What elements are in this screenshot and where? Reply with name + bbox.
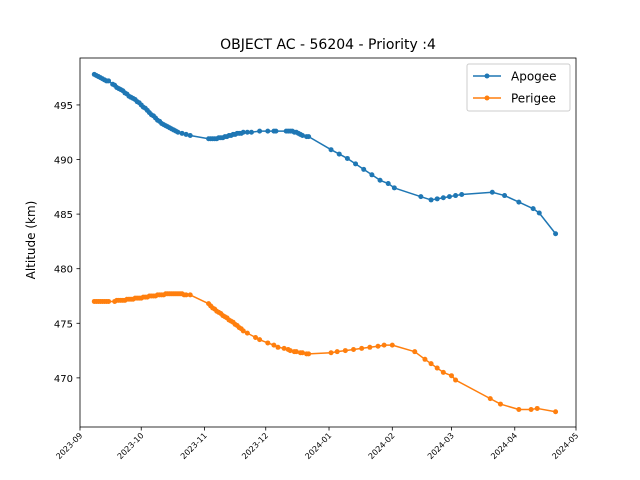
perigee-point xyxy=(257,337,263,343)
perigee-point xyxy=(187,292,193,298)
perigee-point xyxy=(516,407,522,413)
apogee-point xyxy=(273,128,279,134)
apogee-point xyxy=(459,191,465,197)
apogee-point xyxy=(553,231,559,237)
apogee-point xyxy=(453,193,459,199)
perigee-point xyxy=(244,330,250,336)
apogee-point xyxy=(306,134,312,140)
apogee-point xyxy=(328,147,334,153)
apogee-point xyxy=(446,194,452,200)
perigee-point xyxy=(389,342,395,348)
y-tick-label: 475 xyxy=(54,319,73,330)
apogee-point xyxy=(336,151,342,157)
apogee-point xyxy=(175,129,181,135)
perigee-point xyxy=(275,344,281,350)
perigee-point xyxy=(253,334,259,340)
perigee-point xyxy=(528,407,534,413)
legend-apogee-marker xyxy=(484,73,490,79)
legend: Apogee Perigee xyxy=(466,63,571,112)
perigee-point xyxy=(412,349,418,355)
apogee-point xyxy=(530,206,536,212)
perigee-point xyxy=(306,351,312,357)
perigee-point xyxy=(422,356,428,362)
perigee-point xyxy=(553,409,559,415)
chart-title: OBJECT AC - 56204 - Priority :4 xyxy=(220,37,436,53)
apogee-point xyxy=(344,155,350,161)
apogee-point xyxy=(502,193,508,199)
perigee-point xyxy=(440,369,446,375)
apogee-point xyxy=(187,133,193,139)
perigee-point xyxy=(359,345,365,351)
perigee-point xyxy=(106,298,112,304)
perigee-point xyxy=(287,348,293,354)
perigee-point xyxy=(293,349,299,355)
perigee-point xyxy=(334,349,340,355)
apogee-point xyxy=(299,133,305,139)
perigee-point xyxy=(375,343,381,349)
legend-apogee-label: Apogee xyxy=(511,70,557,84)
perigee-point xyxy=(381,342,387,348)
apogee-point xyxy=(248,129,254,135)
perigee-point xyxy=(428,361,434,367)
legend-perigee-marker xyxy=(484,95,490,101)
apogee-point xyxy=(440,195,446,201)
perigee-point xyxy=(534,405,540,411)
apogee-point xyxy=(434,196,440,202)
apogee-point xyxy=(369,172,375,178)
y-tick-label: 490 xyxy=(54,156,73,167)
apogee-point xyxy=(265,128,271,134)
y-tick-label: 480 xyxy=(54,265,73,276)
apogee-point xyxy=(418,194,424,200)
perigee-point xyxy=(265,340,271,346)
plot-area xyxy=(91,71,559,415)
y-tick-label: 495 xyxy=(54,101,73,112)
perigee-point xyxy=(453,377,459,383)
apogee-point xyxy=(536,210,542,216)
apogee-point xyxy=(106,78,112,84)
apogee-point xyxy=(257,128,263,134)
perigee-point xyxy=(183,292,189,298)
apogee-point xyxy=(516,199,522,205)
apogee-point xyxy=(179,130,185,136)
perigee-point xyxy=(342,348,348,354)
apogee-point xyxy=(353,161,359,167)
apogee-point xyxy=(385,181,391,187)
apogee-point xyxy=(361,166,367,172)
apogee-point xyxy=(183,131,189,137)
apogee-point xyxy=(428,197,434,203)
y-tick-label: 485 xyxy=(54,210,73,221)
perigee-point xyxy=(240,328,246,334)
perigee-point xyxy=(299,350,305,356)
legend-perigee-label: Perigee xyxy=(511,92,556,106)
apogee-point xyxy=(244,129,250,135)
perigee-point xyxy=(497,401,503,407)
apogee-point xyxy=(489,189,495,195)
apogee-point xyxy=(391,185,397,191)
perigee-point xyxy=(281,345,287,351)
perigee-point xyxy=(351,346,357,352)
perigee-point xyxy=(487,396,493,402)
perigee-point xyxy=(367,344,373,350)
apogee-point xyxy=(377,177,383,183)
perigee-point xyxy=(328,350,334,356)
y-axis-label: Altitude (km) xyxy=(24,201,38,280)
perigee-point xyxy=(434,365,440,371)
perigee-point xyxy=(271,342,277,348)
perigee-point xyxy=(448,373,454,379)
apogee-point xyxy=(240,129,246,135)
y-tick-label: 470 xyxy=(54,374,73,385)
axes-frame xyxy=(79,57,577,428)
